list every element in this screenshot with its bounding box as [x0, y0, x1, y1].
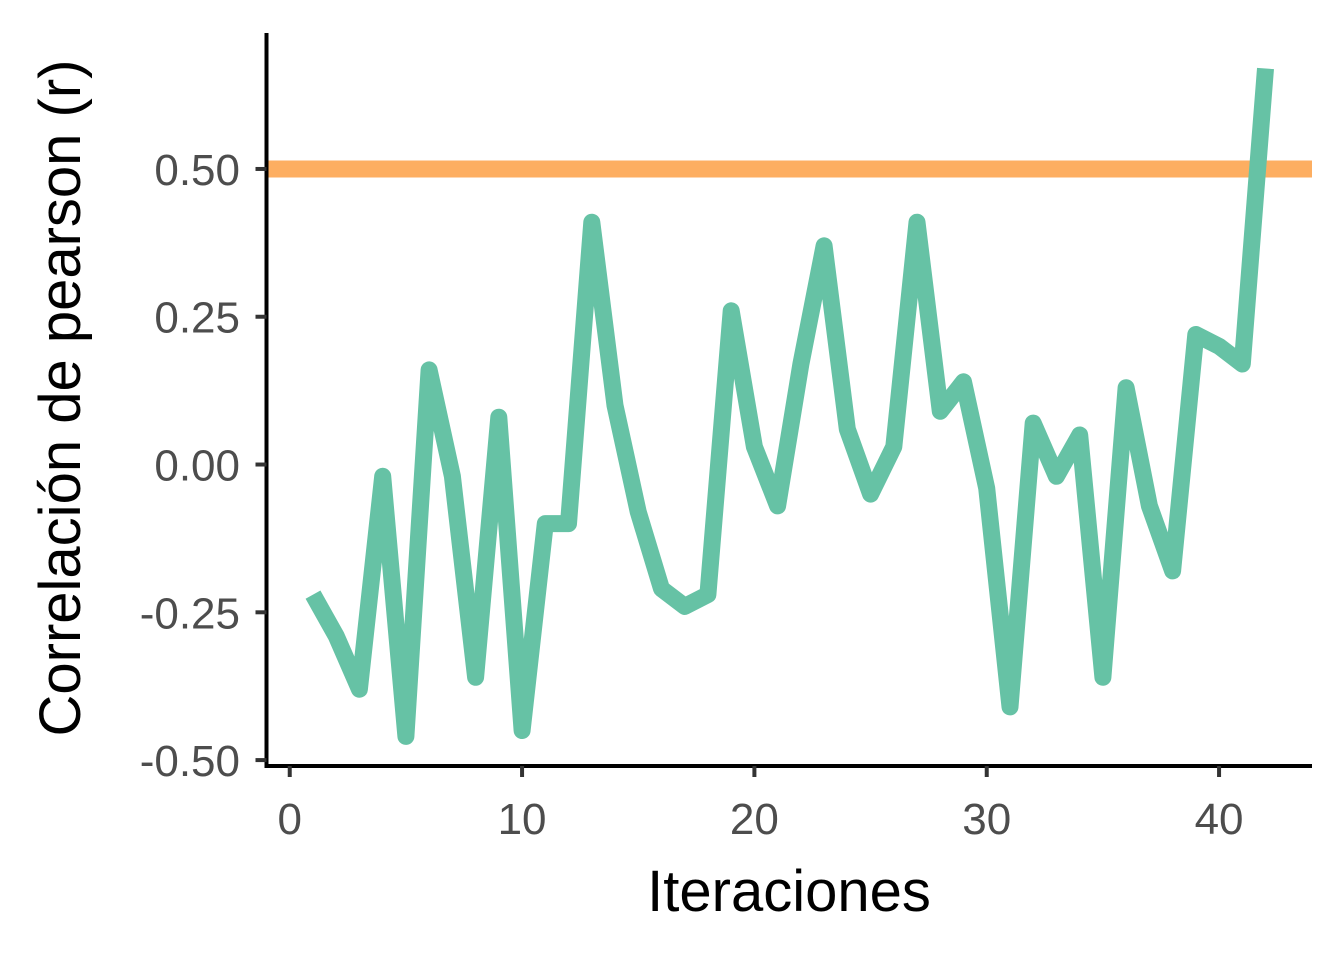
y-tick-label: 0.00: [154, 442, 240, 491]
x-tick-label: 20: [730, 795, 779, 844]
x-tick-label: 30: [962, 795, 1011, 844]
y-tick-label: 0.25: [154, 294, 240, 343]
series-line-0: [305, 67, 1274, 745]
x-axis-title: Iteraciones: [647, 859, 931, 924]
plot-area: [266, 67, 1312, 745]
y-tick-label: -0.50: [140, 737, 240, 786]
axes: [264, 33, 1312, 768]
x-tick-label: 40: [1195, 795, 1244, 844]
x-tick-label: 10: [498, 795, 547, 844]
ticks: 0 10 20 30 40 -0.50 -0.25 0.00 0.25 0.50: [140, 146, 1244, 844]
y-tick-label: 0.50: [154, 146, 240, 195]
y-axis-title: Correlación de pearson (r): [28, 60, 93, 737]
x-tick-label: 0: [277, 795, 301, 844]
y-tick-label: -0.25: [140, 589, 240, 638]
